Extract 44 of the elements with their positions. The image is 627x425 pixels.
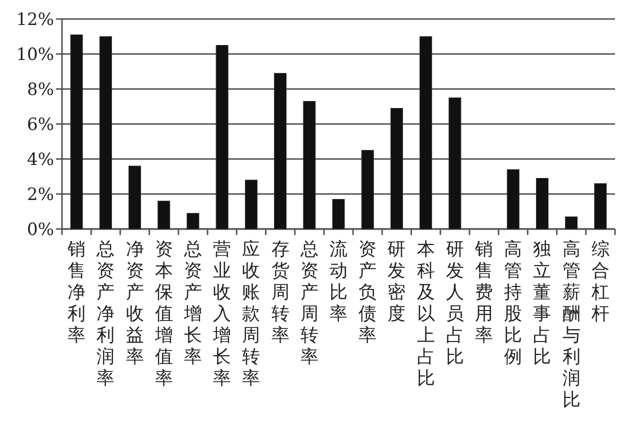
y-tick-label: 10%	[16, 45, 54, 65]
x-tick-label: 资产负债率	[358, 239, 377, 346]
y-tick-label: 0%	[27, 220, 54, 240]
x-tick-label: 总资产增长率	[182, 239, 202, 368]
x-tick-label: 应收账款周转率	[242, 239, 260, 389]
x-tick-label: 净资产收益率	[126, 239, 144, 368]
bar	[274, 73, 287, 230]
bar	[216, 45, 228, 230]
bar	[128, 166, 142, 230]
bar	[244, 180, 258, 230]
x-tick-label: 流动比率	[330, 239, 348, 324]
x-tick-label: 研发人员占比	[446, 239, 464, 368]
x-tick-label: 研发密度	[388, 239, 406, 324]
bar	[420, 36, 432, 230]
x-tick-label: 综合杠杆	[590, 239, 610, 324]
x-tick-label: 独立董事占比	[533, 239, 552, 368]
bar	[448, 98, 462, 230]
y-tick-label: 12%	[16, 10, 54, 30]
y-tick-label: 4%	[27, 150, 54, 170]
x-tick-label: 总资产周转率	[299, 239, 318, 368]
bar	[565, 216, 578, 230]
x-tick-label: 存货周转率	[271, 239, 290, 346]
x-tick-label: 资本保值增值率	[154, 239, 173, 389]
bar	[361, 150, 374, 230]
y-tick-label: 6%	[27, 115, 54, 135]
bar	[186, 213, 200, 230]
x-tick-label: 高管持股比例	[504, 239, 522, 368]
bar	[70, 34, 83, 230]
x-tick-label: 总资产净利润率	[96, 239, 115, 389]
y-tick-label: 2%	[27, 185, 54, 205]
x-tick-label: 营业收入增长率	[212, 239, 232, 389]
bar	[158, 200, 170, 230]
x-tick-label: 高管薪酬与利润比	[562, 239, 580, 410]
y-tick-label: 8%	[27, 80, 54, 100]
bar	[99, 36, 112, 230]
x-tick-label: 销售净利率	[66, 239, 86, 346]
bar	[506, 169, 520, 230]
bar	[332, 199, 345, 230]
bar	[390, 108, 403, 230]
x-tick-label: 销售费用率	[474, 239, 494, 346]
x-tick-label: 本科及以上占比	[416, 239, 435, 389]
bar	[536, 178, 548, 230]
bar	[303, 101, 316, 230]
bar	[594, 183, 607, 230]
